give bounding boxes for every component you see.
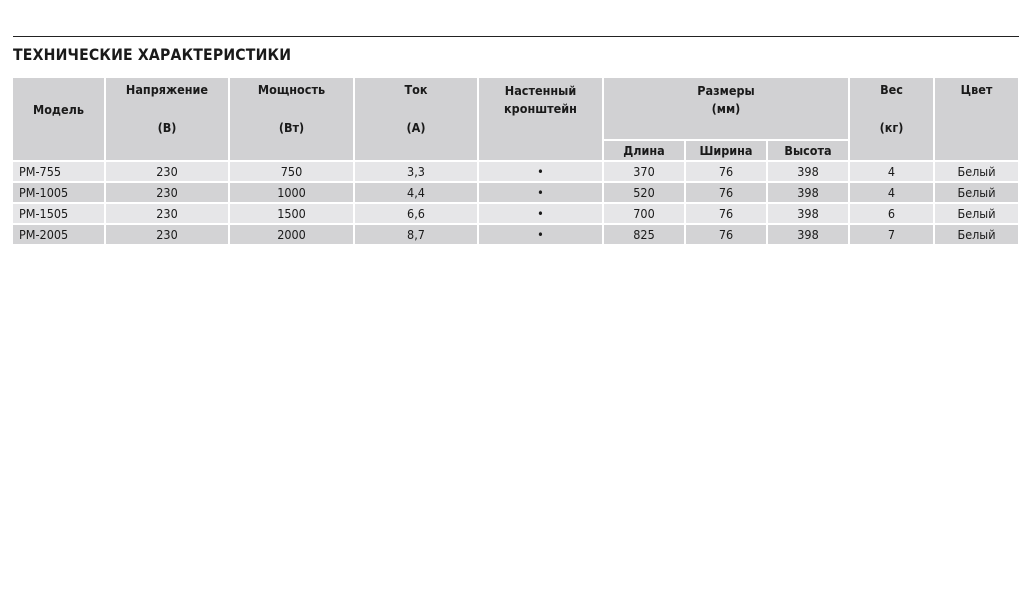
cell-width: 76 (686, 162, 766, 181)
cell-weight: 4 (850, 183, 933, 202)
cell-bracket: • (479, 162, 602, 181)
header-label: Вес (880, 82, 903, 97)
cell-power: 1500 (230, 204, 353, 223)
cell-power: 750 (230, 162, 353, 181)
header-label: кронштейн (504, 101, 577, 116)
header-unit: (мм) (711, 101, 741, 116)
header-label: Напряжение (125, 82, 209, 97)
cell-color: Белый (935, 204, 1018, 223)
header-bracket: Настенный кронштейн (479, 78, 602, 160)
cell-height: 398 (768, 183, 848, 202)
cell-length: 700 (604, 204, 684, 223)
table-row: PM-755 230 750 3,3 • 370 76 398 4 Белый (13, 162, 1018, 181)
cell-weight: 4 (850, 162, 933, 181)
header-length: Длина (604, 141, 684, 160)
header-power: Мощность (Вт) (230, 78, 353, 160)
cell-model: PM-1005 (13, 183, 104, 202)
cell-model: PM-755 (13, 162, 104, 181)
cell-voltage: 230 (106, 162, 228, 181)
table-row: PM-1505 230 1500 6,6 • 700 76 398 6 Белый (13, 204, 1018, 223)
cell-current: 4,4 (355, 183, 477, 202)
cell-bracket: • (479, 204, 602, 223)
header-unit: (Вт) (278, 120, 305, 135)
cell-power: 1000 (230, 183, 353, 202)
table-body: PM-755 230 750 3,3 • 370 76 398 4 Белый PM-1005 230… (13, 162, 1018, 244)
header-label: Модель (33, 102, 84, 117)
cell-voltage: 230 (106, 225, 228, 244)
header-height: Высота (768, 141, 848, 160)
cell-color: Белый (935, 162, 1018, 181)
header-model: Модель (13, 78, 104, 160)
cell-length: 370 (604, 162, 684, 181)
header-label: Размеры (697, 83, 755, 98)
cell-weight: 6 (850, 204, 933, 223)
table-row: PM-1005 230 1000 4,4 • 520 76 398 4 Белый (13, 183, 1018, 202)
header-dimensions: Размеры (мм) (604, 78, 848, 139)
cell-voltage: 230 (106, 183, 228, 202)
header-voltage: Напряжение (В) (106, 78, 228, 160)
header-color: Цвет (935, 78, 1018, 160)
table-row: PM-2005 230 2000 8,7 • 825 76 398 7 Белый (13, 225, 1018, 244)
header-width: Ширина (686, 141, 766, 160)
top-rule (13, 36, 1019, 37)
cell-color: Белый (935, 183, 1018, 202)
specs-table: Модель Напряжение (В) Мощность (Вт) Ток (А)… (11, 76, 1020, 246)
cell-current: 3,3 (355, 162, 477, 181)
header-label: Цвет (960, 82, 993, 97)
header-weight: Вес (кг) (850, 78, 933, 160)
cell-current: 8,7 (355, 225, 477, 244)
cell-height: 398 (768, 204, 848, 223)
cell-bracket: • (479, 225, 602, 244)
header-unit: (кг) (879, 120, 904, 135)
header-label: Мощность (257, 82, 326, 97)
header-label: Настенный (504, 83, 577, 98)
cell-width: 76 (686, 204, 766, 223)
cell-bracket: • (479, 183, 602, 202)
cell-height: 398 (768, 225, 848, 244)
cell-height: 398 (768, 162, 848, 181)
cell-power: 2000 (230, 225, 353, 244)
header-label: Ток (404, 82, 428, 97)
cell-voltage: 230 (106, 204, 228, 223)
header-unit: (В) (157, 120, 177, 135)
cell-length: 520 (604, 183, 684, 202)
cell-color: Белый (935, 225, 1018, 244)
cell-current: 6,6 (355, 204, 477, 223)
cell-weight: 7 (850, 225, 933, 244)
cell-length: 825 (604, 225, 684, 244)
cell-width: 76 (686, 183, 766, 202)
header-current: Ток (А) (355, 78, 477, 160)
header-unit: (А) (406, 120, 426, 135)
section-title: ТЕХНИЧЕСКИЕ ХАРАКТЕРИСТИКИ (13, 45, 292, 64)
cell-model: PM-1505 (13, 204, 104, 223)
cell-width: 76 (686, 225, 766, 244)
cell-model: PM-2005 (13, 225, 104, 244)
